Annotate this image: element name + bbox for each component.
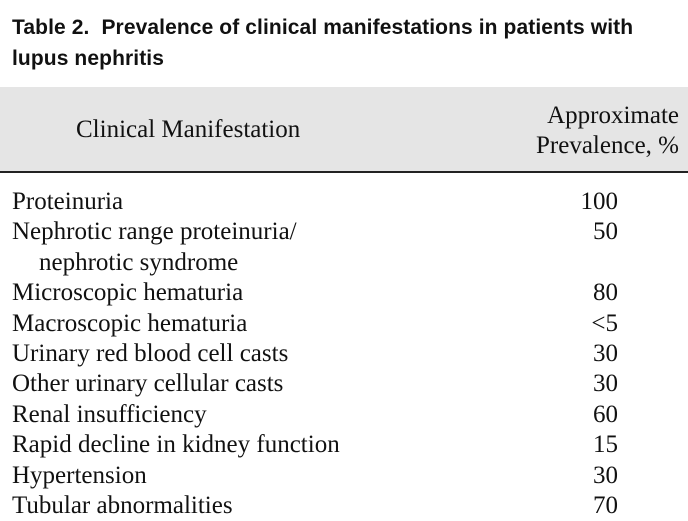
- table-row: Tubular abnormalities 70: [0, 491, 688, 521]
- table-row: Renal insufficiency 60: [0, 400, 688, 430]
- manifestation-name: Hypertension: [12, 461, 147, 489]
- prevalence-value: 60: [593, 400, 618, 428]
- manifestation-name: Macroscopic hematuria: [12, 309, 248, 337]
- manifestation-name: Proteinuria: [12, 188, 124, 215]
- table-row: Macroscopic hematuria <5: [0, 309, 688, 339]
- manifestation-name: Renal insufficiency: [12, 400, 207, 428]
- prevalence-value: 15: [593, 431, 618, 459]
- manifestation-name: Other urinary cellular casts: [12, 370, 284, 398]
- manifestation-name: Rapid decline in kidney function: [12, 431, 340, 459]
- column-header-prevalence: Approximate Prevalence, %: [536, 101, 679, 161]
- table-body: Proteinuria 100 Nephrotic range proteinu…: [0, 187, 688, 521]
- manifestation-name: Urinary red blood cell casts: [12, 340, 289, 368]
- column-header-prevalence-line1: Approximate: [547, 102, 679, 129]
- prevalence-value: 50: [593, 218, 618, 246]
- manifestation-name-line2: nephrotic syndrome: [39, 248, 239, 276]
- column-header-prevalence-line2: Prevalence, %: [536, 132, 679, 159]
- table-caption: Prevalence of clinical manifestations in…: [12, 16, 634, 70]
- prevalence-value: 70: [593, 492, 618, 520]
- prevalence-value: 30: [593, 370, 618, 398]
- table-row: Microscopic hematuria 80: [0, 278, 688, 308]
- table-row: Urinary red blood cell casts 30: [0, 339, 688, 369]
- table-title: Table 2. Prevalence of clinical manifesta…: [12, 12, 682, 74]
- table-row: Hypertension 30: [0, 461, 688, 491]
- prevalence-value: 100: [580, 188, 619, 215]
- manifestation-name-line1: Nephrotic range proteinuria/: [12, 218, 297, 246]
- table-row: Nephrotic range proteinuria/nephrotic sy…: [0, 217, 688, 278]
- table-header: [0, 87, 688, 173]
- prevalence-value: 80: [593, 279, 618, 307]
- prevalence-value: <5: [591, 309, 618, 337]
- manifestation-name: Nephrotic range proteinuria/nephrotic sy…: [0, 217, 688, 278]
- table-row: Proteinuria 100: [0, 187, 688, 217]
- table-label: Table 2.: [12, 16, 90, 39]
- prevalence-value: 30: [593, 340, 618, 368]
- column-header-manifestation: Clinical Manifestation: [76, 116, 301, 143]
- manifestation-name: Microscopic hematuria: [12, 279, 244, 307]
- table-row: Other urinary cellular casts 30: [0, 369, 688, 399]
- table-row: Rapid decline in kidney function 15: [0, 430, 688, 460]
- prevalence-value: 30: [593, 461, 618, 489]
- manifestation-name: Tubular abnormalities: [12, 492, 233, 520]
